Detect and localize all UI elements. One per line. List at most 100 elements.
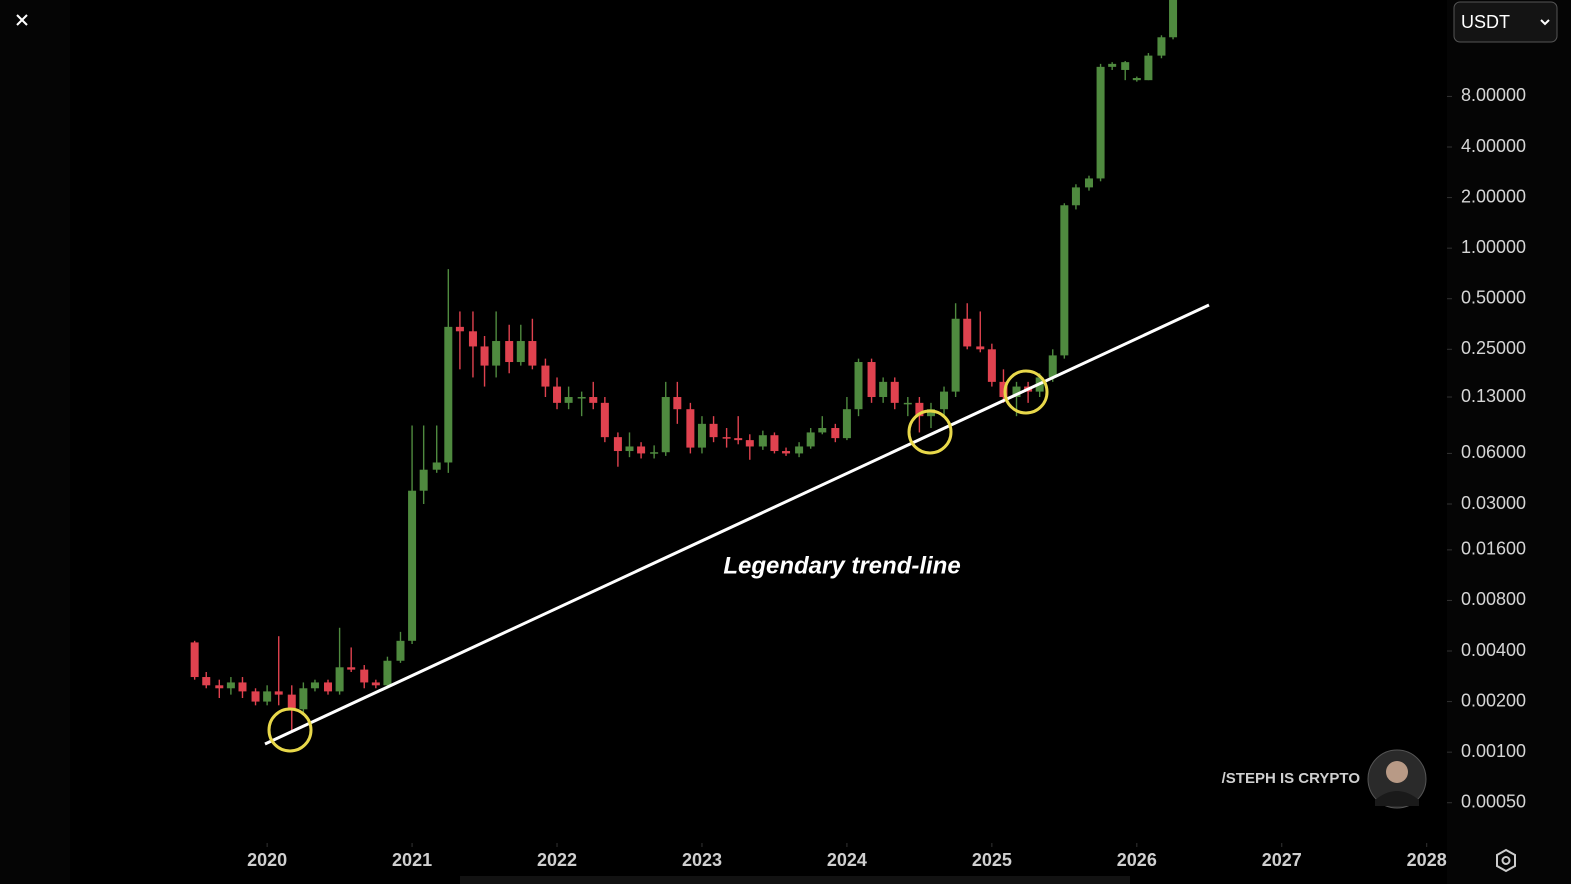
candle-body bbox=[999, 381, 1008, 398]
close-icon[interactable] bbox=[16, 14, 28, 26]
currency-select[interactable]: USDT bbox=[1453, 1, 1558, 43]
candle-body bbox=[987, 349, 996, 382]
candle-body bbox=[251, 691, 260, 702]
candle-body bbox=[926, 409, 935, 417]
candle-body bbox=[770, 435, 779, 452]
settings-icon[interactable] bbox=[1501, 856, 1511, 865]
candle-body bbox=[238, 682, 247, 692]
candle-body bbox=[951, 318, 960, 392]
candle-body bbox=[673, 397, 682, 410]
candle-body bbox=[347, 667, 356, 670]
candle-body bbox=[371, 682, 380, 686]
x-tick-label: 2027 bbox=[1262, 850, 1302, 870]
candle-body bbox=[697, 423, 706, 448]
candle-body bbox=[686, 409, 695, 448]
candle-body bbox=[854, 362, 863, 410]
candle-body bbox=[419, 469, 428, 491]
candle-body bbox=[806, 432, 815, 447]
x-tick-label: 2022 bbox=[537, 850, 577, 870]
candle-body bbox=[516, 341, 525, 363]
candle-body bbox=[1157, 37, 1166, 56]
candle-body bbox=[444, 326, 453, 463]
currency-select-box[interactable] bbox=[1453, 1, 1558, 43]
annotation: Legendary trend-line bbox=[723, 552, 960, 579]
candle-body bbox=[1071, 187, 1080, 206]
candle-body bbox=[492, 341, 501, 366]
candle-body bbox=[1121, 62, 1130, 70]
candle-body bbox=[324, 682, 333, 692]
candle-body bbox=[1012, 386, 1021, 398]
watermark: /STEPH IS CRYPTO bbox=[1222, 770, 1361, 787]
candle-body bbox=[335, 667, 344, 692]
y-tick-label: 0.03000 bbox=[1461, 493, 1526, 513]
candle-body bbox=[976, 346, 985, 350]
candle-body bbox=[915, 402, 924, 417]
y-tick-label: 0.00100 bbox=[1461, 741, 1526, 761]
candle-body bbox=[455, 326, 464, 332]
candle-body bbox=[360, 669, 369, 683]
avatar-body bbox=[1375, 791, 1419, 806]
y-tick-label: 4.00000 bbox=[1461, 136, 1526, 156]
candle-body bbox=[263, 691, 272, 702]
candle-body bbox=[782, 451, 791, 454]
candle-body bbox=[1169, 0, 1178, 38]
candle-body bbox=[480, 346, 489, 366]
candle-body bbox=[408, 490, 417, 641]
y-tick-label: 8.00000 bbox=[1461, 85, 1526, 105]
touch-circle bbox=[1003, 369, 1049, 415]
candle-body bbox=[190, 642, 199, 678]
candle-body bbox=[1108, 63, 1117, 67]
touch-circle bbox=[907, 409, 953, 455]
candle-body bbox=[396, 640, 405, 661]
candle-body bbox=[1132, 77, 1141, 81]
y-tick-label: 0.25000 bbox=[1461, 338, 1526, 358]
candle-body bbox=[541, 365, 550, 387]
y-tick-label: 0.50000 bbox=[1461, 287, 1526, 307]
candle-body bbox=[468, 331, 477, 347]
scrollbar[interactable] bbox=[460, 876, 1130, 884]
x-tick-label: 2025 bbox=[972, 850, 1012, 870]
touch-circle bbox=[267, 707, 313, 753]
chevron[interactable] bbox=[1540, 19, 1550, 26]
candle-body bbox=[650, 452, 659, 454]
candle-body bbox=[589, 397, 598, 403]
y-tick-label: 2.00000 bbox=[1461, 186, 1526, 206]
candle-body bbox=[1144, 55, 1153, 81]
candle-body bbox=[600, 402, 609, 438]
candle-body bbox=[963, 318, 972, 347]
candle-body bbox=[1048, 355, 1057, 378]
y-tick-label: 0.13000 bbox=[1461, 386, 1526, 406]
settings-icon[interactable] bbox=[1496, 848, 1516, 873]
y-tick-label: 0.00200 bbox=[1461, 690, 1526, 710]
candle-body bbox=[795, 446, 804, 454]
candle-body bbox=[709, 423, 718, 438]
left-margin bbox=[0, 0, 70, 884]
y-tick-label: 0.01600 bbox=[1461, 539, 1526, 559]
x-tick-label: 2026 bbox=[1117, 850, 1157, 870]
y-tick-label: 0.00800 bbox=[1461, 589, 1526, 609]
currency-label[interactable]: USDT bbox=[1461, 12, 1510, 32]
candle-body bbox=[613, 437, 622, 452]
settings-button[interactable] bbox=[1496, 848, 1516, 873]
candle-body bbox=[432, 462, 441, 470]
candle-body bbox=[745, 440, 754, 447]
candle-body bbox=[625, 446, 634, 452]
candle-body bbox=[505, 341, 514, 363]
price-axis-panel bbox=[1447, 0, 1571, 884]
candle-body bbox=[564, 397, 573, 403]
candle-body bbox=[890, 381, 899, 403]
x-tick-label: 2024 bbox=[827, 850, 867, 870]
x-tick-label: 2021 bbox=[392, 850, 432, 870]
candle-body bbox=[202, 677, 211, 686]
candle-body bbox=[661, 397, 670, 453]
candle-body bbox=[553, 386, 562, 403]
candle-body bbox=[940, 391, 949, 410]
close-button[interactable] bbox=[16, 14, 28, 26]
candle-body bbox=[637, 446, 646, 454]
candle-body bbox=[274, 691, 283, 695]
candle-body bbox=[903, 402, 912, 405]
avatar-face bbox=[1386, 761, 1408, 783]
candle-body bbox=[528, 341, 537, 366]
candle-body bbox=[1060, 205, 1069, 356]
candle-body bbox=[722, 437, 731, 439]
